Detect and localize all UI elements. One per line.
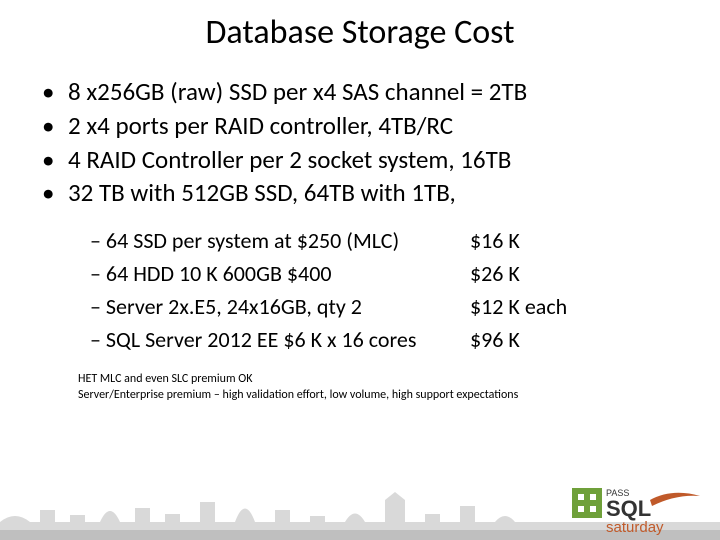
slide-title: Database Storage Cost — [30, 12, 690, 53]
sub-row: – 64 SSD per system at $250 (MLC) $16 K — [90, 224, 690, 257]
sub-label: – 64 SSD per system at $250 (MLC) — [90, 224, 470, 257]
skyline-icon — [0, 492, 720, 540]
sub-cost: $12 K each — [470, 290, 580, 323]
bullet-item: 8 x256GB (raw) SSD per x4 SAS channel = … — [42, 75, 690, 109]
footnote-line: Server/Enterprise premium – high validat… — [78, 388, 690, 404]
sub-label: – Server 2x.E5, 24x16GB, qty 2 — [90, 290, 470, 323]
sub-row: – SQL Server 2012 EE $6 K x 16 cores $96… — [90, 323, 690, 356]
logo-sql-text: SQL — [606, 496, 651, 521]
sql-saturday-logo: PASS SQL saturday — [572, 488, 700, 536]
sub-label: – SQL Server 2012 EE $6 K x 16 cores — [90, 323, 470, 356]
sub-cost: $96 K — [470, 323, 580, 356]
footnotes: HET MLC and even SLC premium OK Server/E… — [78, 372, 690, 403]
main-bullet-list: 8 x256GB (raw) SSD per x4 SAS channel = … — [42, 75, 690, 210]
sub-row: – Server 2x.E5, 24x16GB, qty 2 $12 K eac… — [90, 290, 690, 323]
footer-skyline: PASS SQL saturday — [0, 480, 720, 540]
logo-saturday-text: saturday — [606, 519, 664, 536]
sub-cost: $16 K — [470, 224, 580, 257]
sub-cost: $26 K — [470, 257, 580, 290]
footnote-line: HET MLC and even SLC premium OK — [78, 372, 690, 388]
logo-pass-text: PASS — [606, 488, 629, 498]
bullet-item: 4 RAID Controller per 2 socket system, 1… — [42, 143, 690, 177]
sub-bullet-block: – 64 SSD per system at $250 (MLC) $16 K … — [90, 224, 690, 356]
bullet-item: 32 TB with 512GB SSD, 64TB with 1TB, — [42, 176, 690, 210]
sub-row: – 64 HDD 10 K 600GB $400 $26 K — [90, 257, 690, 290]
bullet-item: 2 x4 ports per RAID controller, 4TB/RC — [42, 109, 690, 143]
sub-label: – 64 HDD 10 K 600GB $400 — [90, 257, 470, 290]
